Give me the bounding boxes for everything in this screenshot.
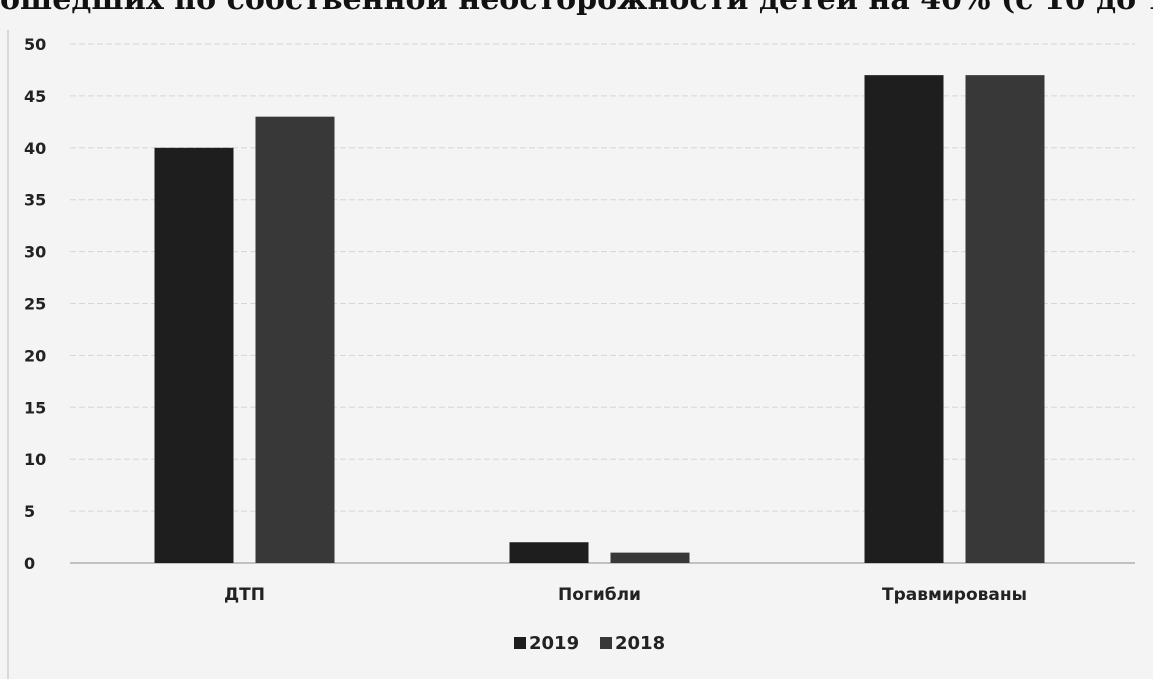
legend-label: 2018 xyxy=(615,633,665,654)
bar-2018-1 xyxy=(610,552,690,563)
bar-2018-2 xyxy=(965,75,1045,563)
category-label: ДТП xyxy=(224,585,265,605)
bar-2019-0 xyxy=(154,147,234,564)
y-tick-label: 40 xyxy=(24,139,46,158)
bar-2018-0 xyxy=(255,116,335,563)
gridlines xyxy=(70,43,1135,564)
legend-swatch xyxy=(514,637,526,649)
y-tick-label: 15 xyxy=(24,398,46,417)
category-label: Травмированы xyxy=(882,585,1027,605)
legend: 2019 2018 xyxy=(514,633,665,654)
y-tick-label: 5 xyxy=(24,502,35,521)
category-labels: ДТП Погибли Травмированы xyxy=(224,585,1027,605)
bars xyxy=(154,75,1045,564)
bar-2019-2 xyxy=(864,75,944,563)
y-tick-label: 35 xyxy=(24,191,46,210)
y-tick-labels: 0 5 10 15 20 25 30 35 40 45 50 xyxy=(24,35,46,573)
y-tick-label: 25 xyxy=(24,295,46,314)
legend-label: 2019 xyxy=(529,633,579,654)
category-label: Погибли xyxy=(558,585,641,605)
y-tick-label: 45 xyxy=(24,87,46,106)
y-tick-label: 50 xyxy=(24,35,46,54)
y-tick-label: 20 xyxy=(24,346,46,365)
y-tick-label: 0 xyxy=(24,554,35,573)
y-tick-label: 30 xyxy=(24,243,46,262)
y-tick-label: 10 xyxy=(24,450,46,469)
legend-swatch xyxy=(600,637,612,649)
header-text: ошедших по собственной неосторожности де… xyxy=(0,0,1153,20)
bar-2019-1 xyxy=(509,542,589,563)
